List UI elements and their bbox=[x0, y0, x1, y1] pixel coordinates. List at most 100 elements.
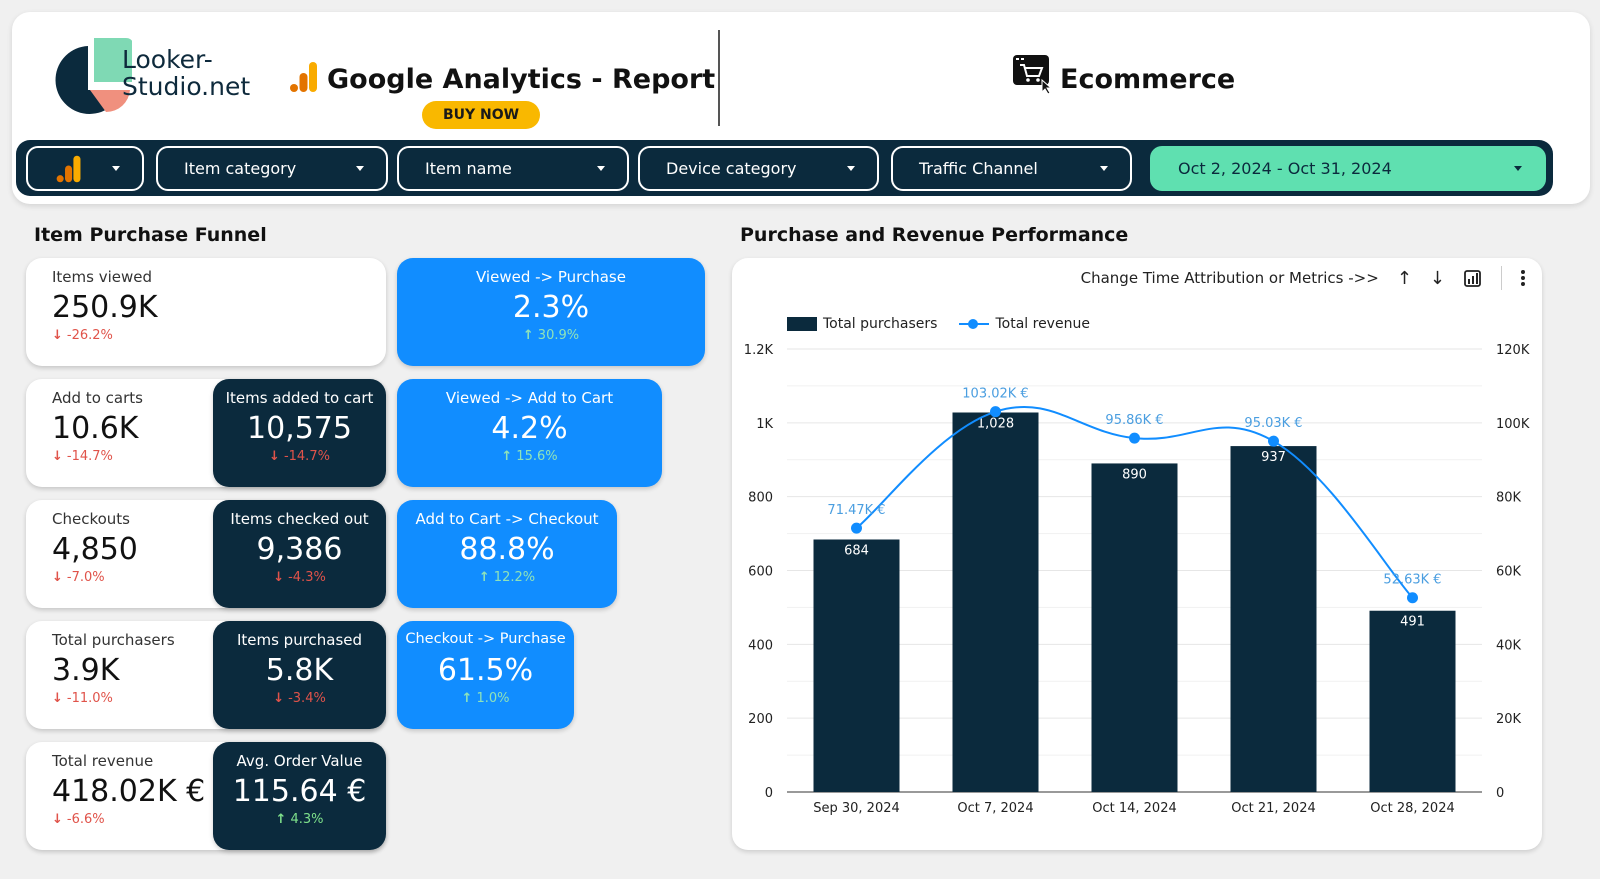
card-label: Viewed -> Purchase bbox=[476, 268, 626, 286]
filter-bar: Item category Item name Device category … bbox=[16, 140, 1553, 196]
card-value: 5.8K bbox=[265, 653, 334, 688]
card-delta: -11.0% bbox=[52, 691, 113, 706]
chevron-down-icon bbox=[597, 166, 605, 171]
item-name-filter[interactable]: Item name bbox=[397, 146, 629, 191]
date-range-label: Oct 2, 2024 - Oct 31, 2024 bbox=[1178, 159, 1392, 178]
y-right-tick-label: 80K bbox=[1496, 491, 1522, 506]
line-data-label: 95.86K € bbox=[1105, 413, 1163, 428]
bar bbox=[1091, 463, 1178, 792]
y-right-tick-label: 20K bbox=[1496, 712, 1522, 727]
buy-now-button[interactable]: BUY NOW bbox=[422, 101, 540, 129]
arrow-down-icon[interactable]: ↓ bbox=[1429, 267, 1445, 289]
logo-text: Looker- Studio.net bbox=[122, 46, 250, 100]
date-range-picker[interactable]: Oct 2, 2024 - Oct 31, 2024 bbox=[1150, 146, 1546, 191]
bar-data-label: 684 bbox=[844, 543, 869, 558]
card-value: 4.2% bbox=[491, 411, 568, 446]
card-value: 10,575 bbox=[247, 411, 352, 446]
y-left-tick-label: 200 bbox=[748, 712, 773, 727]
bar-data-label: 890 bbox=[1122, 467, 1147, 482]
avg-order-value-card: Avg. Order Value 115.64 € 4.3% bbox=[213, 742, 386, 850]
y-right-tick-label: 40K bbox=[1496, 638, 1522, 653]
item-category-label: Item category bbox=[184, 159, 297, 178]
card-label: Avg. Order Value bbox=[236, 752, 363, 770]
checkout-purchase-card: Checkout -> Purchase 61.5% 1.0% bbox=[397, 621, 574, 729]
card-delta: -6.6% bbox=[52, 812, 105, 827]
y-left-tick-label: 1K bbox=[756, 417, 773, 432]
chart-toolbar: Change Time Attribution or Metrics ->> ↑… bbox=[1081, 264, 1526, 292]
line-data-label: 71.47K € bbox=[827, 503, 885, 518]
ecommerce-title: Ecommerce bbox=[1060, 64, 1236, 95]
card-delta: -4.3% bbox=[213, 570, 386, 585]
shopping-cart-icon bbox=[1013, 55, 1053, 94]
y-right-tick-label: 100K bbox=[1496, 417, 1530, 432]
funnel-title: Item Purchase Funnel bbox=[34, 224, 267, 246]
revenue-point bbox=[851, 522, 862, 534]
item-name-label: Item name bbox=[425, 159, 512, 178]
chart-legend: Total purchasers Total revenue bbox=[787, 316, 1090, 332]
card-label: Add to carts bbox=[52, 389, 143, 407]
x-tick-label: Oct 28, 2024 bbox=[1370, 801, 1455, 816]
card-value: 418.02K € bbox=[52, 774, 206, 809]
card-value: 9,386 bbox=[256, 532, 343, 567]
device-category-label: Device category bbox=[666, 159, 797, 178]
looker-studio-logo bbox=[55, 38, 132, 114]
y-left-tick-label: 0 bbox=[765, 786, 773, 801]
combo-chart: 0 200 400 600 800 1K 1.2K 0 20K 40K 60K 80K 100K 120K… bbox=[744, 343, 1530, 816]
bar-data-label: 491 bbox=[1400, 615, 1425, 630]
items-checked-card: Items checked out 9,386 -4.3% bbox=[213, 500, 386, 608]
toolbar-separator bbox=[1501, 266, 1502, 290]
more-options-icon[interactable] bbox=[1520, 269, 1526, 287]
chart-settings-icon[interactable] bbox=[1463, 268, 1483, 288]
card-label: Checkouts bbox=[52, 510, 130, 528]
traffic-channel-filter[interactable]: Traffic Channel bbox=[891, 146, 1132, 191]
chevron-down-icon bbox=[847, 166, 855, 171]
bar-data-label: 937 bbox=[1261, 450, 1286, 465]
card-value: 10.6K bbox=[52, 411, 139, 446]
bar bbox=[813, 539, 900, 792]
y-left-tick-label: 600 bbox=[748, 565, 773, 580]
analytics-icon bbox=[56, 155, 81, 182]
card-delta: -3.4% bbox=[213, 691, 386, 706]
y-right-tick-label: 120K bbox=[1496, 343, 1530, 358]
card-label: Items viewed bbox=[52, 268, 153, 286]
items-viewed-card: Items viewed 250.9K -26.2% bbox=[26, 258, 386, 366]
card-value: 88.8% bbox=[459, 532, 555, 567]
card-label: Items added to cart bbox=[225, 389, 374, 407]
card-value: 4,850 bbox=[52, 532, 138, 567]
x-tick-label: Oct 14, 2024 bbox=[1092, 801, 1177, 816]
bar-data-label: 1,028 bbox=[977, 416, 1014, 431]
items-purchased-card: Items purchased 5.8K -3.4% bbox=[213, 621, 386, 729]
card-label: Items purchased bbox=[236, 631, 363, 649]
card-value: 250.9K bbox=[52, 290, 158, 325]
y-left-tick-label: 400 bbox=[748, 638, 773, 653]
card-value: 61.5% bbox=[437, 653, 534, 688]
card-delta: 12.2% bbox=[397, 570, 617, 585]
x-tick-label: Sep 30, 2024 bbox=[813, 801, 900, 816]
item-category-filter[interactable]: Item category bbox=[156, 146, 388, 191]
card-value: 2.3% bbox=[512, 290, 590, 325]
cart-checkout-card: Add to Cart -> Checkout 88.8% 12.2% bbox=[397, 500, 617, 608]
revenue-point bbox=[990, 406, 1001, 418]
legend-item-revenue[interactable]: Total revenue bbox=[959, 316, 1090, 332]
revenue-point bbox=[1268, 435, 1279, 447]
card-label: Viewed -> Add to Cart bbox=[445, 389, 614, 407]
device-category-filter[interactable]: Device category bbox=[638, 146, 879, 191]
card-delta: 4.3% bbox=[213, 812, 386, 827]
card-delta: -26.2% bbox=[52, 328, 113, 343]
revenue-point bbox=[1129, 432, 1140, 444]
data-source-selector[interactable] bbox=[26, 146, 144, 191]
arrow-up-icon[interactable]: ↑ bbox=[1396, 267, 1412, 289]
card-delta: -14.7% bbox=[52, 449, 113, 464]
chevron-down-icon bbox=[112, 166, 120, 171]
card-label: Total revenue bbox=[52, 752, 154, 770]
y-right-tick-label: 0 bbox=[1496, 786, 1504, 801]
legend-item-purchasers[interactable]: Total purchasers bbox=[787, 316, 937, 332]
viewed-cart-card: Viewed -> Add to Cart 4.2% 15.6% bbox=[397, 379, 662, 487]
revenue-point bbox=[1407, 592, 1418, 604]
card-delta: -7.0% bbox=[52, 570, 105, 585]
card-delta: 1.0% bbox=[397, 691, 574, 706]
performance-title: Purchase and Revenue Performance bbox=[740, 224, 1129, 246]
items-added-card: Items added to cart 10,575 -14.7% bbox=[213, 379, 386, 487]
change-metrics-text: Change Time Attribution or Metrics ->> bbox=[1080, 269, 1379, 287]
card-label: Items checked out bbox=[230, 510, 369, 528]
